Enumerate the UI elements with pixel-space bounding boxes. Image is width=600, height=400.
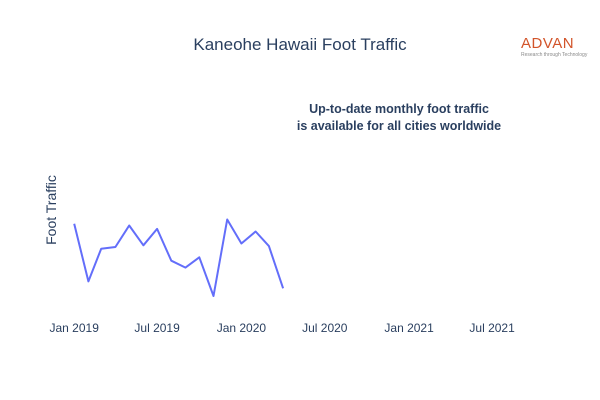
x-tick-label: Jul 2019	[134, 321, 180, 335]
logo-tagline: Research through Technology	[521, 52, 588, 58]
x-tick-label: Jul 2020	[302, 321, 348, 335]
x-axis-ticks: Jan 2019 Jul 2019 Jan 2020 Jul 2020 Jan 2021…	[50, 321, 516, 335]
advan-logo: ADVAN Research through Technology	[521, 35, 588, 58]
x-tick-label: Jan 2020	[217, 321, 267, 335]
x-tick-label: Jan 2019	[50, 321, 100, 335]
chart-title: Kaneohe Hawaii Foot Traffic	[193, 35, 407, 54]
series-group	[73, 218, 285, 297]
y-axis-label: Foot Traffic	[43, 175, 59, 245]
x-tick-label: Jul 2021	[469, 321, 515, 335]
series-line	[73, 218, 285, 297]
logo-wordmark: ADVAN	[521, 35, 574, 52]
annotation-line-1: Up-to-date monthly foot traffic	[309, 102, 489, 116]
annotation-line-2: is available for all cities worldwide	[297, 119, 501, 133]
x-tick-label: Jan 2021	[384, 321, 434, 335]
